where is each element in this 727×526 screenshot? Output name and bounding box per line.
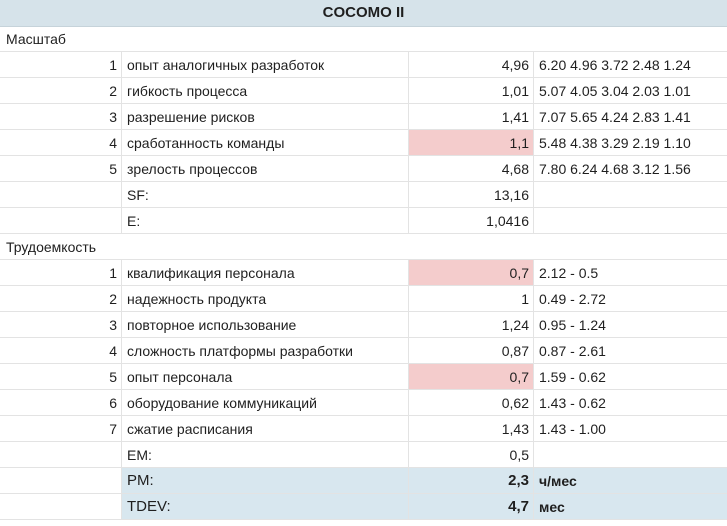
sf-label: SF: [122,182,409,208]
factor-range: 7.80 6.24 4.68 3.12 1.56 [534,156,727,182]
pm-value[interactable]: 2,3 [409,468,534,494]
factor-label: опыт аналогичных разработок [122,52,409,78]
em-value[interactable]: 0,5 [409,442,534,468]
empty-cell [534,442,727,468]
e-row[interactable]: E: 1,0416 [0,208,727,234]
empty-cell [0,182,122,208]
row-number: 5 [0,364,122,390]
factor-label: гибкость процесса [122,78,409,104]
section-effort-header[interactable]: Трудоемкость [0,234,727,260]
row-number: 1 [0,52,122,78]
factor-label: сжатие расписания [122,416,409,442]
row-number: 2 [0,78,122,104]
effort-row-3[interactable]: 3 повторное использование 1,24 0.95 - 1.… [0,312,727,338]
empty-cell [0,494,122,520]
factor-range: 0.95 - 1.24 [534,312,727,338]
row-number: 4 [0,130,122,156]
factor-label: надежность продукта [122,286,409,312]
sf-row[interactable]: SF: 13,16 [0,182,727,208]
scale-row-4[interactable]: 4 сработанность команды 1,1 5.48 4.38 3.… [0,130,727,156]
em-row[interactable]: EM: 0,5 [0,442,727,468]
factor-value-highlighted[interactable]: 0,7 [409,260,534,286]
scale-row-5[interactable]: 5 зрелость процессов 4,68 7.80 6.24 4.68… [0,156,727,182]
factor-value[interactable]: 1,43 [409,416,534,442]
factor-label: опыт персонала [122,364,409,390]
row-number: 2 [0,286,122,312]
sf-value[interactable]: 13,16 [409,182,534,208]
row-number: 5 [0,156,122,182]
scale-row-2[interactable]: 2 гибкость процесса 1,01 5.07 4.05 3.04 … [0,78,727,104]
empty-cell [534,182,727,208]
factor-range: 1.43 - 1.00 [534,416,727,442]
effort-row-2[interactable]: 2 надежность продукта 1 0.49 - 2.72 [0,286,727,312]
e-label: E: [122,208,409,234]
em-label: EM: [122,442,409,468]
factor-value[interactable]: 4,68 [409,156,534,182]
factor-label: квалификация персонала [122,260,409,286]
effort-row-1[interactable]: 1 квалификация персонала 0,7 2.12 - 0.5 [0,260,727,286]
factor-label: сложность платформы разработки [122,338,409,364]
factor-value[interactable]: 1 [409,286,534,312]
factor-value-highlighted[interactable]: 1,1 [409,130,534,156]
pm-label: PM: [122,468,409,494]
empty-cell [534,208,727,234]
factor-range: 1.43 - 0.62 [534,390,727,416]
pm-row[interactable]: PM: 2,3 ч/мес [0,468,727,494]
empty-cell [0,468,122,494]
row-number: 4 [0,338,122,364]
factor-value[interactable]: 1,24 [409,312,534,338]
factor-range: 6.20 4.96 3.72 2.48 1.24 [534,52,727,78]
tdev-unit: мес [534,494,727,520]
factor-range: 0.49 - 2.72 [534,286,727,312]
factor-value[interactable]: 0,87 [409,338,534,364]
tdev-label: TDEV: [122,494,409,520]
scale-row-3[interactable]: 3 разрешение рисков 1,41 7.07 5.65 4.24 … [0,104,727,130]
row-number: 3 [0,312,122,338]
row-number: 3 [0,104,122,130]
factor-value[interactable]: 1,41 [409,104,534,130]
effort-row-7[interactable]: 7 сжатие расписания 1,43 1.43 - 1.00 [0,416,727,442]
factor-range: 5.48 4.38 3.29 2.19 1.10 [534,130,727,156]
scale-row-1[interactable]: 1 опыт аналогичных разработок 4,96 6.20 … [0,52,727,78]
factor-range: 7.07 5.65 4.24 2.83 1.41 [534,104,727,130]
e-value[interactable]: 1,0416 [409,208,534,234]
factor-label: разрешение рисков [122,104,409,130]
factor-label: сработанность команды [122,130,409,156]
factor-range: 1.59 - 0.62 [534,364,727,390]
section-scale-header[interactable]: Масштаб [0,26,727,52]
empty-cell [0,208,122,234]
pm-unit: ч/мес [534,468,727,494]
factor-value[interactable]: 0,62 [409,390,534,416]
effort-row-6[interactable]: 6 оборудование коммуникаций 0,62 1.43 - … [0,390,727,416]
factor-range: 0.87 - 2.61 [534,338,727,364]
factor-label: повторное использование [122,312,409,338]
effort-row-4[interactable]: 4 сложность платформы разработки 0,87 0.… [0,338,727,364]
factor-label: оборудование коммуникаций [122,390,409,416]
row-number: 6 [0,390,122,416]
factor-range: 2.12 - 0.5 [534,260,727,286]
factor-value[interactable]: 4,96 [409,52,534,78]
factor-range: 5.07 4.05 3.04 2.03 1.01 [534,78,727,104]
row-number: 7 [0,416,122,442]
tdev-value[interactable]: 4,7 [409,494,534,520]
factor-value[interactable]: 1,01 [409,78,534,104]
row-number: 1 [0,260,122,286]
tdev-row[interactable]: TDEV: 4,7 мес [0,494,727,520]
effort-row-5[interactable]: 5 опыт персонала 0,7 1.59 - 0.62 [0,364,727,390]
empty-cell [0,442,122,468]
factor-value-highlighted[interactable]: 0,7 [409,364,534,390]
sheet-title[interactable]: COCOMO II [0,0,727,27]
factor-label: зрелость процессов [122,156,409,182]
